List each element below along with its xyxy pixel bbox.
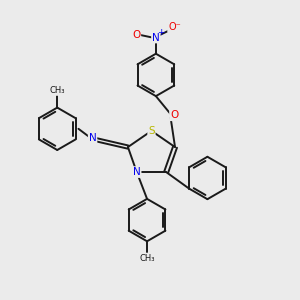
Text: O: O	[170, 110, 178, 120]
Text: N: N	[89, 133, 97, 143]
Text: N: N	[152, 32, 160, 43]
Text: S: S	[148, 126, 155, 136]
Text: +: +	[158, 28, 165, 37]
Text: CH₃: CH₃	[139, 254, 155, 263]
Text: O: O	[132, 30, 140, 40]
Text: O⁻: O⁻	[168, 22, 181, 32]
Text: CH₃: CH₃	[50, 86, 65, 95]
Text: N: N	[133, 167, 141, 177]
